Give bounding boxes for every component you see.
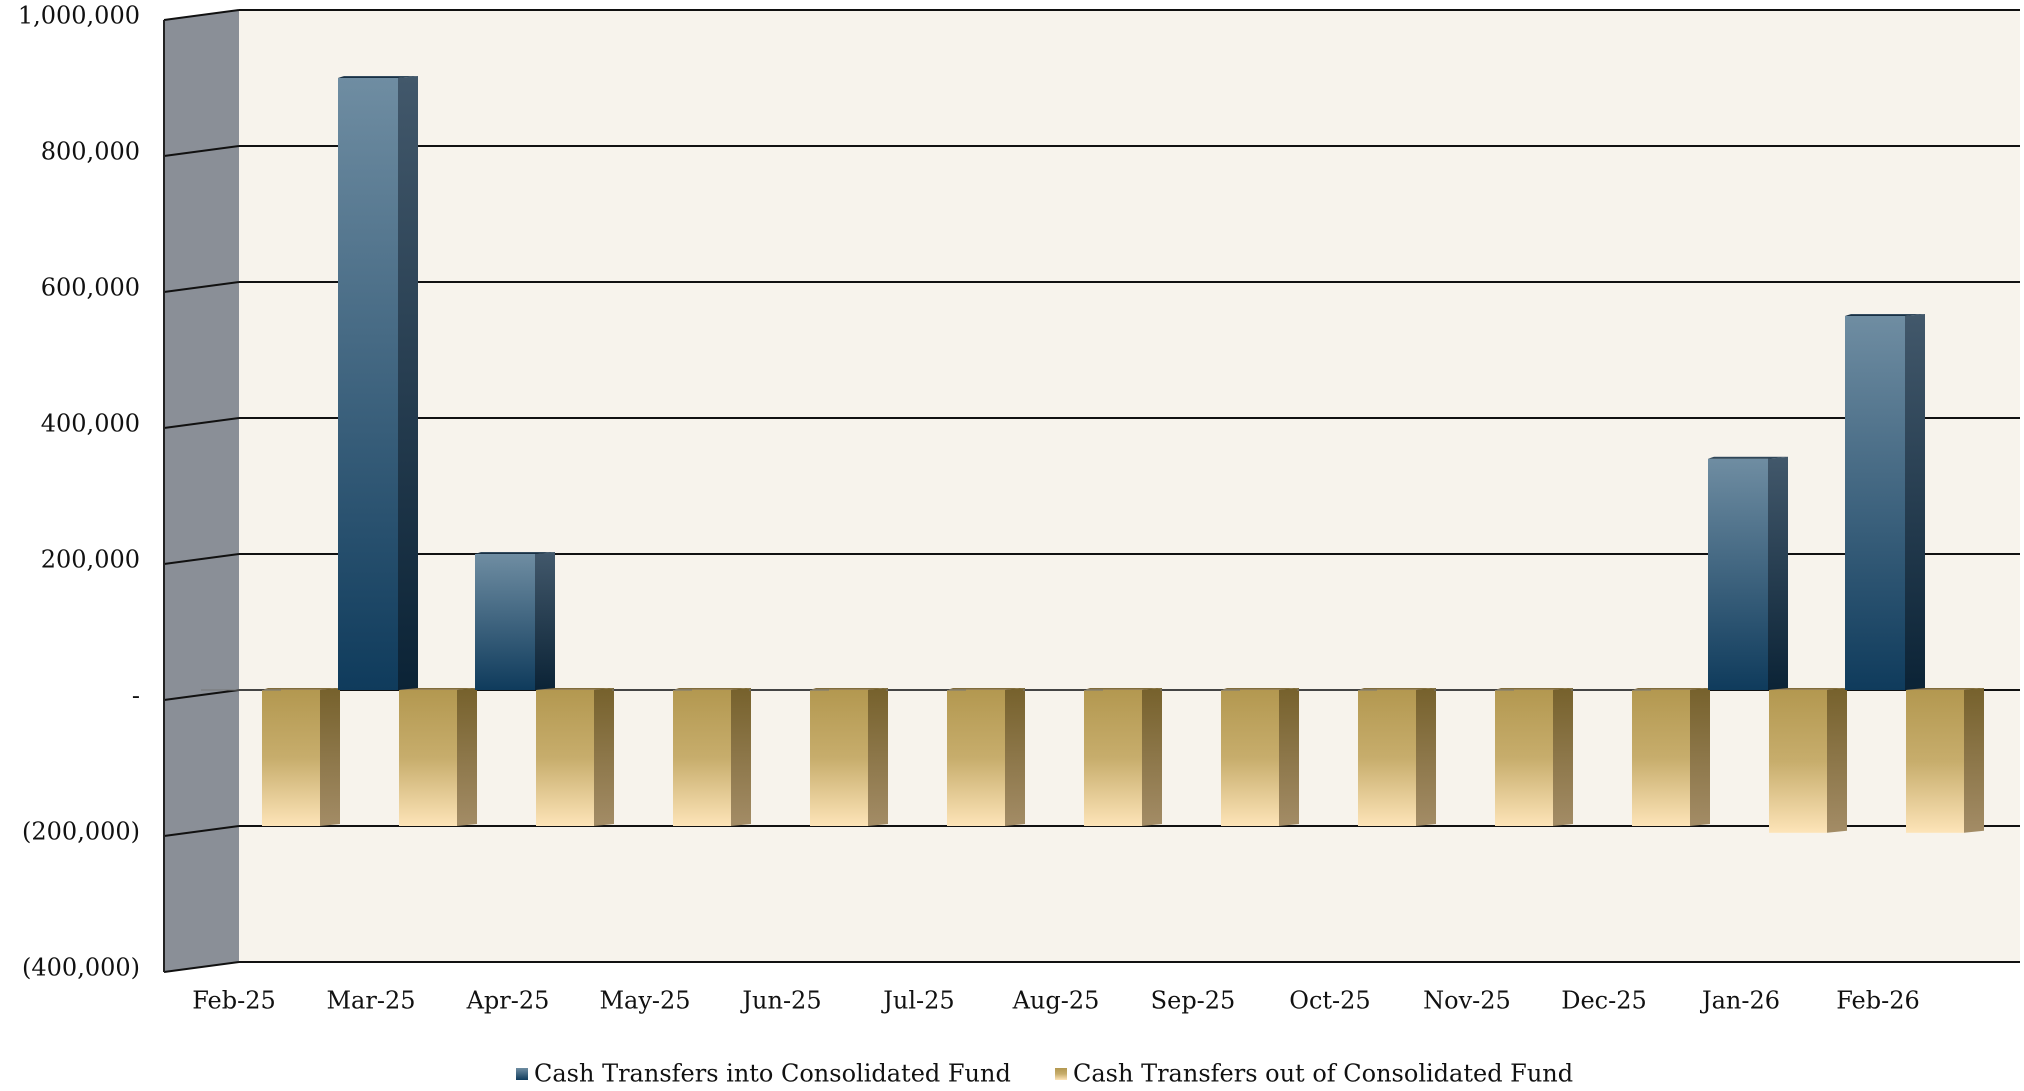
x-tick-label: Dec-25 bbox=[1561, 987, 1647, 1015]
grid-line bbox=[163, 689, 240, 701]
bar-side bbox=[1005, 688, 1025, 826]
bar-side bbox=[457, 688, 477, 826]
bar-side bbox=[594, 688, 614, 826]
bar bbox=[399, 690, 457, 826]
y-tick-label: (200,000) bbox=[22, 818, 140, 846]
y-tick-label: 800,000 bbox=[41, 138, 140, 166]
bar-side bbox=[1690, 688, 1710, 826]
x-tick-label: Jul-25 bbox=[880, 987, 954, 1015]
bar-side bbox=[398, 76, 418, 690]
x-tick-label: Apr-25 bbox=[466, 987, 550, 1015]
bar-side bbox=[1416, 688, 1436, 826]
x-tick-label: Mar-25 bbox=[326, 987, 415, 1015]
bar bbox=[1221, 690, 1279, 826]
x-tick-label: Jan-26 bbox=[1699, 987, 1780, 1015]
grid-line bbox=[163, 825, 240, 837]
bar bbox=[536, 690, 594, 826]
bar-top bbox=[673, 688, 751, 690]
grid-line bbox=[163, 145, 240, 157]
bar bbox=[1084, 690, 1142, 826]
bar-top bbox=[810, 688, 888, 690]
y-tick-label: 200,000 bbox=[41, 546, 140, 574]
bar bbox=[1769, 690, 1827, 833]
bar-side bbox=[1768, 456, 1788, 690]
bar-top bbox=[947, 688, 1025, 690]
bar-top bbox=[262, 688, 340, 690]
bar bbox=[810, 690, 868, 826]
bar bbox=[1632, 690, 1690, 826]
x-tick-label: Nov-25 bbox=[1423, 987, 1511, 1015]
side-wall bbox=[164, 10, 239, 972]
grid-line bbox=[163, 417, 240, 429]
bar-side bbox=[320, 688, 340, 826]
bar-side bbox=[1142, 688, 1162, 826]
bar-side bbox=[731, 688, 751, 826]
y-tick-label: - bbox=[132, 682, 140, 710]
legend-label: Cash Transfers into Consolidated Fund bbox=[534, 1060, 1011, 1088]
bar-side bbox=[535, 552, 555, 690]
bar bbox=[1906, 690, 1964, 833]
y-tick-label: 600,000 bbox=[41, 274, 140, 302]
bar bbox=[673, 690, 731, 826]
bar-side bbox=[868, 688, 888, 826]
bar-top bbox=[536, 688, 614, 690]
y-tick-label: 400,000 bbox=[41, 410, 140, 438]
legend-swatch bbox=[1055, 1068, 1067, 1080]
bar-top bbox=[1221, 688, 1299, 690]
bar-top bbox=[1769, 688, 1847, 690]
bar-top bbox=[1495, 688, 1573, 690]
x-tick-label: Aug-25 bbox=[1012, 987, 1100, 1015]
bar bbox=[947, 690, 1005, 826]
x-tick-label: May-25 bbox=[599, 987, 690, 1015]
bar bbox=[1495, 690, 1553, 826]
y-tick-label: (400,000) bbox=[22, 954, 140, 982]
x-tick-label: Sep-25 bbox=[1151, 987, 1236, 1015]
bar bbox=[475, 554, 535, 690]
legend-label: Cash Transfers out of Consolidated Fund bbox=[1073, 1060, 1573, 1088]
legend-swatch bbox=[516, 1068, 528, 1080]
bar-top bbox=[1084, 688, 1162, 690]
x-tick-label: Oct-25 bbox=[1289, 987, 1370, 1015]
bar-side bbox=[1279, 688, 1299, 826]
bar-top bbox=[338, 76, 418, 78]
bar bbox=[262, 690, 320, 826]
bar-side bbox=[1553, 688, 1573, 826]
bar-top bbox=[1845, 314, 1925, 316]
bar-side bbox=[1964, 688, 1984, 833]
bar-side bbox=[1827, 688, 1847, 833]
grid-line bbox=[163, 961, 240, 973]
bar bbox=[1708, 458, 1768, 690]
y-tick-label: 1,000,000 bbox=[18, 2, 140, 30]
x-tick-label: Feb-25 bbox=[192, 987, 276, 1015]
x-tick-label: Jun-25 bbox=[739, 987, 821, 1015]
bar-top bbox=[1632, 688, 1710, 690]
grid-line bbox=[163, 553, 240, 565]
grid-line bbox=[163, 9, 240, 21]
bar-top bbox=[475, 552, 555, 554]
bar-top bbox=[1358, 688, 1436, 690]
bar-top bbox=[1906, 688, 1984, 690]
bar-top bbox=[399, 688, 477, 690]
bar-top bbox=[1708, 456, 1788, 459]
grid-line bbox=[163, 281, 240, 293]
bar bbox=[1358, 690, 1416, 826]
bar bbox=[1845, 316, 1905, 690]
bar bbox=[338, 78, 398, 690]
x-tick-label: Feb-26 bbox=[1836, 987, 1920, 1015]
bar-side bbox=[1905, 314, 1925, 690]
